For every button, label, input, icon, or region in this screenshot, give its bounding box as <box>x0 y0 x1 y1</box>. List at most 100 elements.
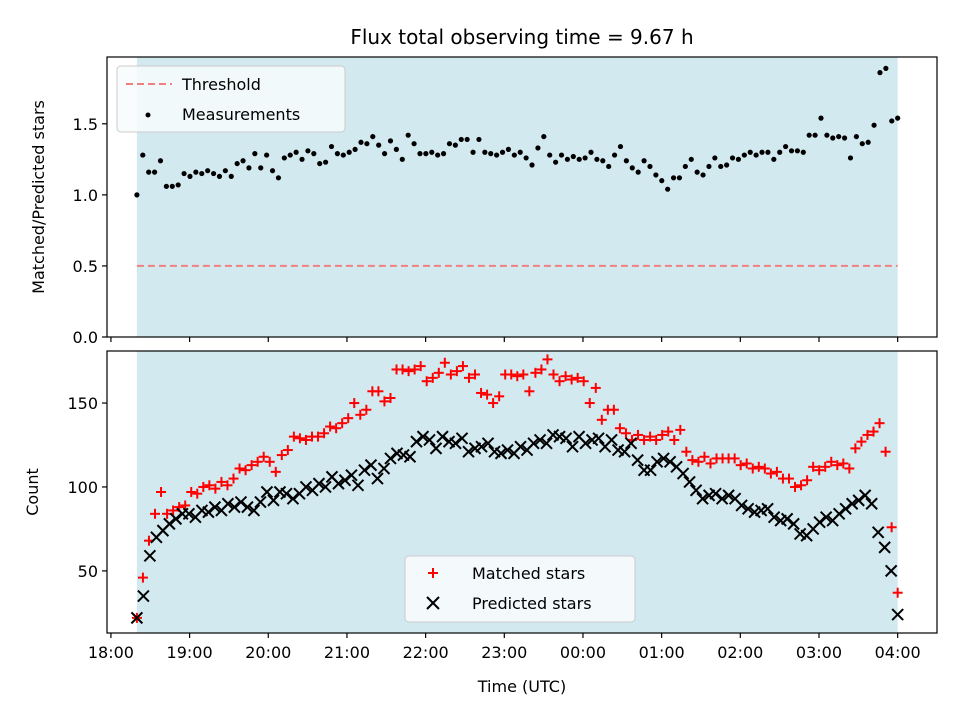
legend-predicted-label: Predicted stars <box>472 594 592 613</box>
count-y-tick-label: 100 <box>67 478 98 497</box>
measurement-point <box>435 152 441 158</box>
predicted-star-point <box>416 430 430 443</box>
predicted-star-point <box>384 452 397 465</box>
measurement-point <box>287 152 293 158</box>
matched-star-point <box>488 398 499 409</box>
measurement-point <box>558 152 565 158</box>
predicted-star-point <box>566 440 579 453</box>
predicted-star-point <box>410 435 423 448</box>
matched-star-point <box>844 463 855 474</box>
count-legend: Matched stars Predicted stars <box>404 555 636 623</box>
matched-star-point <box>693 456 704 467</box>
matched-star-point <box>216 476 227 487</box>
measurement-point <box>352 146 358 152</box>
predicted-star-point <box>559 432 573 445</box>
legend-predicted-swatch <box>426 596 440 610</box>
predicted-star-point <box>741 502 755 515</box>
matched-star-point <box>669 434 680 445</box>
measurement-point <box>777 149 783 155</box>
matched-star-point <box>150 508 161 519</box>
predicted-star-point <box>241 500 254 514</box>
matched-star-point <box>234 463 245 474</box>
predicted-star-point <box>260 485 274 499</box>
predicted-star-point <box>228 500 241 514</box>
ratio-panel: 0.0 0.5 1.0 1.5 Matched/Predicted stars Thr… <box>29 56 938 347</box>
measurement-point <box>240 158 246 164</box>
predicted-points <box>130 428 904 625</box>
measurement-point <box>205 168 211 174</box>
measurement-point <box>346 149 352 155</box>
measurement-point <box>836 133 842 140</box>
predicted-star-point <box>429 442 443 455</box>
predicted-star-point <box>650 455 664 468</box>
matched-star-point <box>470 369 481 380</box>
measurement-point <box>234 160 240 167</box>
measurement-point <box>423 151 429 157</box>
predicted-star-point <box>845 497 859 510</box>
measurement-point <box>617 143 624 150</box>
chart-title: Flux total observing time = 9.67 h <box>350 25 693 49</box>
measurement-point <box>511 152 517 158</box>
measurement-point <box>676 175 683 181</box>
predicted-star-point <box>715 492 729 505</box>
measurement-point <box>216 173 223 179</box>
measurement-point <box>553 159 559 165</box>
matched-star-point <box>590 382 601 393</box>
matched-star-point <box>614 423 625 434</box>
matched-star-point <box>415 361 426 372</box>
measurement-point <box>275 175 282 181</box>
predicted-star-point <box>182 507 196 521</box>
count-panel: 50 100 150 18:00 19:00 20:00 21:00 22:00 23:00 0… <box>23 350 938 696</box>
measurement-point <box>169 183 175 189</box>
predicted-star-point <box>501 443 514 457</box>
legend-matched-swatch <box>428 568 438 578</box>
matched-star-point <box>294 433 305 444</box>
measurement-point <box>765 149 771 155</box>
matched-star-point <box>651 434 662 445</box>
matched-star-point <box>862 429 873 440</box>
matched-star-point <box>246 460 257 471</box>
matched-star-point <box>729 453 740 464</box>
measurement-point <box>470 149 476 155</box>
ratio-y-axis-label: Matched/Predicted stars <box>29 100 48 294</box>
ratio-y-tick-label: 1.0 <box>73 186 98 205</box>
predicted-star-point <box>163 517 176 531</box>
measurement-point <box>417 151 423 157</box>
measurement-point <box>623 158 629 164</box>
predicted-star-point <box>371 472 384 485</box>
ratio-y-tick-label: 1.5 <box>73 115 98 134</box>
measurement-point <box>476 136 482 143</box>
measurement-point <box>405 132 411 138</box>
measurement-point <box>564 156 571 162</box>
x-tick-label: 04:00 <box>875 643 921 662</box>
measurement-point <box>694 169 700 175</box>
predicted-star-point <box>514 440 527 453</box>
matched-star-point <box>820 461 831 472</box>
matched-star-point <box>482 389 493 400</box>
matched-star-point <box>524 386 535 397</box>
measurement-point <box>783 143 789 150</box>
matched-star-point <box>421 376 432 387</box>
matched-star-point <box>687 455 698 466</box>
matched-star-point <box>397 364 408 375</box>
measurement-point <box>358 139 364 145</box>
measurement-point <box>800 149 806 155</box>
measurement-point <box>364 141 370 147</box>
predicted-star-point <box>527 437 540 450</box>
measurement-point <box>529 162 535 168</box>
matched-star-point <box>349 398 360 409</box>
predicted-star-point <box>137 589 150 603</box>
matched-star-point <box>663 426 674 437</box>
matched-star-point <box>433 367 444 378</box>
measurement-point <box>140 152 146 158</box>
measurement-point <box>181 170 187 177</box>
predicted-star-point <box>449 437 462 450</box>
measurement-point <box>317 160 323 167</box>
matched-star-point <box>771 466 782 477</box>
matched-star-point <box>445 369 456 380</box>
measurement-point <box>747 149 753 155</box>
measurement-point <box>305 148 311 154</box>
matched-star-point <box>802 475 813 486</box>
ratio-y-tick-label: 0.0 <box>73 328 98 347</box>
